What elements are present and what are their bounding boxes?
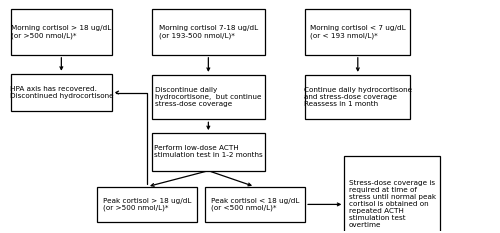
FancyBboxPatch shape xyxy=(152,75,264,119)
Text: Morning cortisol 7-18 ug/dL
(or 193-500 nmol/L)*: Morning cortisol 7-18 ug/dL (or 193-500 … xyxy=(159,25,258,39)
Text: Peak cortisol > 18 ug/dL
(or >500 nmol/L)*: Peak cortisol > 18 ug/dL (or >500 nmol/L… xyxy=(103,198,192,211)
Text: Morning cortisol > 18 ug/dL
(or >500 nmol/L)*: Morning cortisol > 18 ug/dL (or >500 nmo… xyxy=(11,25,112,39)
FancyBboxPatch shape xyxy=(152,9,264,55)
FancyBboxPatch shape xyxy=(11,9,112,55)
FancyBboxPatch shape xyxy=(11,74,112,111)
FancyBboxPatch shape xyxy=(305,9,410,55)
FancyBboxPatch shape xyxy=(305,75,410,119)
FancyBboxPatch shape xyxy=(344,157,440,233)
Text: HPA axis has recovered.
Discontinued hydrocortisone: HPA axis has recovered. Discontinued hyd… xyxy=(10,86,113,99)
Text: Morning cortisol < 7 ug/dL
(or < 193 nmol/L)*: Morning cortisol < 7 ug/dL (or < 193 nmo… xyxy=(310,25,406,39)
FancyBboxPatch shape xyxy=(204,187,305,222)
FancyBboxPatch shape xyxy=(152,133,264,171)
Text: Discontinue daily
hydrocortisone,  but continue
stress-dose coverage: Discontinue daily hydrocortisone, but co… xyxy=(155,87,262,107)
FancyBboxPatch shape xyxy=(97,187,198,222)
Text: Peak cortisol < 18 ug/dL
(or <500 nmol/L)*: Peak cortisol < 18 ug/dL (or <500 nmol/L… xyxy=(210,198,299,211)
Text: Stress-dose coverage is
required at time of
stress until normal peak
cortisol is: Stress-dose coverage is required at time… xyxy=(348,180,436,228)
Text: Continue daily hydrocortisone
and stress-dose coverage
Reassess in 1 month: Continue daily hydrocortisone and stress… xyxy=(304,87,412,107)
Text: Perform low-dose ACTH
stimulation test in 1-2 months: Perform low-dose ACTH stimulation test i… xyxy=(154,145,262,158)
